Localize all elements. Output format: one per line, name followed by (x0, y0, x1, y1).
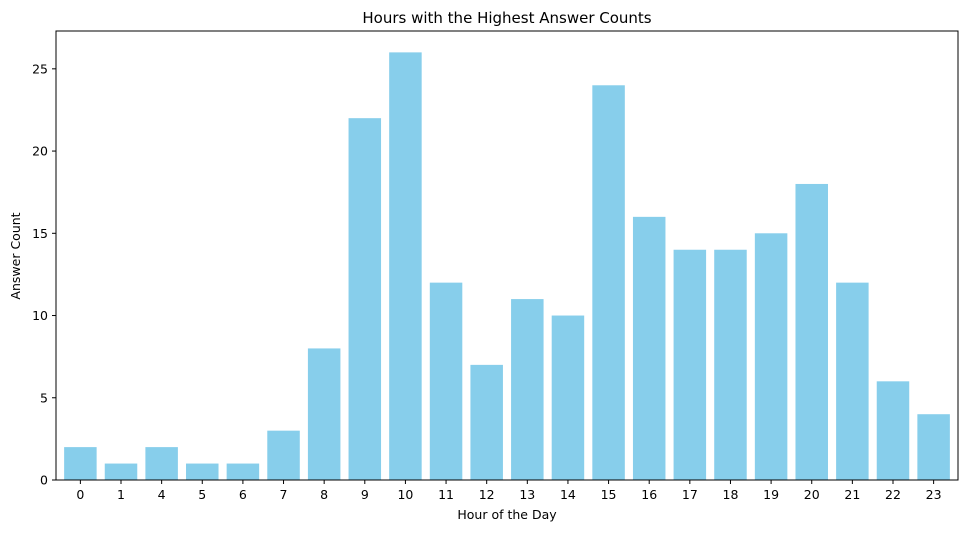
bar-hour-7 (267, 430, 300, 480)
bar-hour-18 (714, 249, 747, 480)
bar-hour-5 (186, 463, 219, 480)
bar-hour-13 (511, 299, 544, 480)
bar-hour-14 (551, 315, 585, 480)
y-axis-label: Answer Count (8, 212, 23, 299)
bar-hour-1 (104, 463, 138, 480)
x-tick-label: 15 (601, 487, 617, 502)
bar-hour-21 (836, 282, 869, 480)
y-tick-label: 25 (32, 61, 48, 76)
x-tick-label: 13 (519, 487, 535, 502)
bar-hour-4 (145, 447, 178, 480)
bar-hour-23 (917, 414, 950, 480)
x-tick-label: 10 (397, 487, 413, 502)
bars-layer (64, 52, 950, 481)
y-axis-ticks: 0 5 10 15 20 25 (32, 61, 56, 488)
x-tick-label: 8 (320, 487, 328, 502)
x-tick-label: 7 (280, 487, 288, 502)
x-tick-label: 18 (723, 487, 739, 502)
bar-hour-11 (429, 282, 463, 480)
bar-hour-12 (470, 364, 503, 480)
x-tick-label: 0 (76, 487, 84, 502)
x-tick-label: 21 (844, 487, 860, 502)
bar-hour-22 (876, 381, 910, 480)
bar-hour-9 (348, 118, 382, 481)
x-tick-label: 5 (198, 487, 206, 502)
plot-frame (55, 30, 959, 481)
x-tick-label: 23 (926, 487, 942, 502)
y-tick-label: 0 (40, 473, 48, 488)
x-axis-label: Hour of the Day (457, 507, 557, 522)
bar-hour-15 (592, 85, 625, 481)
x-tick-label: 22 (885, 487, 901, 502)
bar-hour-16 (632, 216, 666, 480)
y-tick-label: 10 (32, 308, 48, 323)
bar-hour-17 (673, 249, 707, 480)
bar-hour-19 (754, 233, 788, 480)
x-tick-label: 19 (763, 487, 779, 502)
x-tick-label: 1 (117, 487, 125, 502)
y-tick-label: 20 (32, 144, 48, 159)
y-tick-label: 15 (32, 226, 48, 241)
x-tick-label: 6 (239, 487, 247, 502)
bar-hour-0 (64, 447, 97, 480)
x-tick-label: 12 (479, 487, 495, 502)
bar-hour-6 (226, 463, 260, 480)
x-tick-label: 16 (641, 487, 657, 502)
y-tick-label: 5 (40, 390, 48, 405)
bar-hour-10 (389, 52, 422, 480)
x-tick-label: 17 (682, 487, 698, 502)
chart-title: Hours with the Highest Answer Counts (362, 9, 651, 27)
bar-hour-8 (307, 348, 341, 480)
x-tick-label: 20 (804, 487, 820, 502)
bar-hour-20 (795, 183, 828, 480)
x-tick-label: 9 (361, 487, 369, 502)
x-axis-ticks: 0 1 4 5 6 7 8 9 10 11 12 13 14 15 16 17 18 19 20 21 22 23 (76, 480, 942, 502)
x-tick-label: 4 (158, 487, 166, 502)
x-tick-label: 14 (560, 487, 576, 502)
x-tick-label: 11 (438, 487, 454, 502)
